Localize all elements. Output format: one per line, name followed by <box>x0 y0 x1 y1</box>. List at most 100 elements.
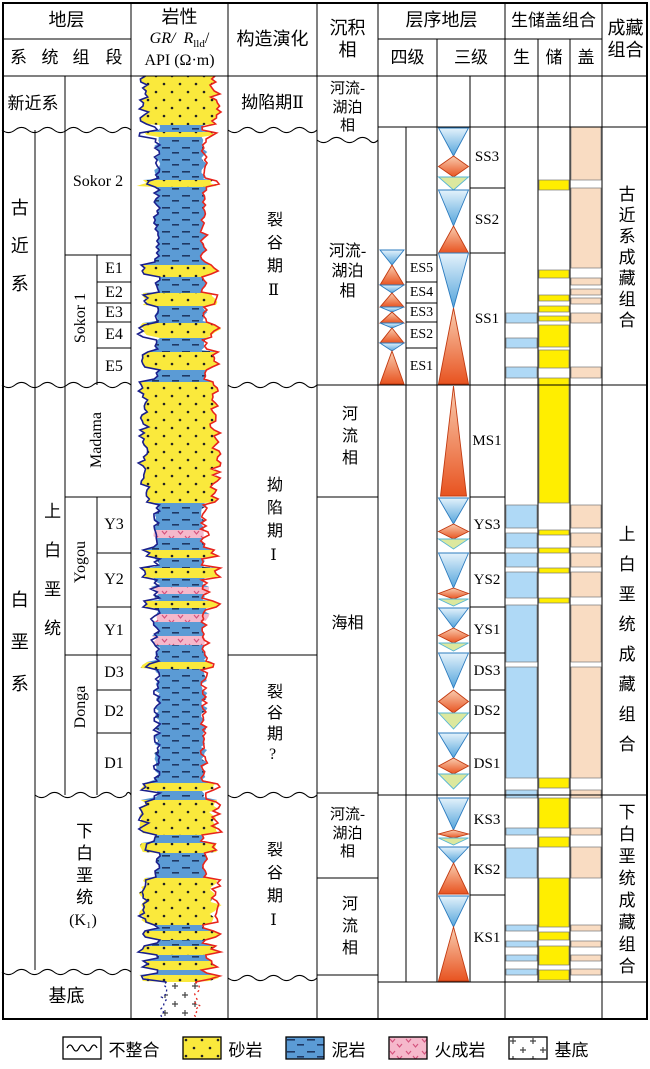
gai-band <box>570 532 602 548</box>
sequence-triangle-d <box>437 732 470 759</box>
gai-band <box>570 940 602 948</box>
gai-band <box>570 126 602 181</box>
system-neogene: 新近系 <box>7 94 59 114</box>
play-paleogene: 古近系成藏组合 <box>615 184 635 332</box>
header-sequence: 层序地层 <box>405 10 478 31</box>
sequence-triangle-u <box>437 307 470 385</box>
member-D3: D3 <box>104 663 124 681</box>
mudstone-layer <box>145 669 216 783</box>
sequence-triangle-u <box>379 327 405 344</box>
sheng-band <box>505 552 538 568</box>
lithology-title: 岩性 <box>161 7 198 28</box>
sequence-triangle-g <box>438 837 469 846</box>
series-upper-cretaceous: 上白垩统 <box>41 502 61 658</box>
sandstone-layer <box>143 550 218 558</box>
log-curve-labels: GR/ Rlld/ <box>149 30 210 51</box>
legend-label: 泥岩 <box>331 1040 366 1060</box>
mudstone-layer <box>144 853 212 878</box>
igneous-layer <box>150 587 210 594</box>
system-basement: 基底 <box>48 985 85 1006</box>
sheng-band <box>505 968 538 976</box>
sequence-triangle-g <box>438 598 469 607</box>
seq3-KS3: KS3 <box>473 811 501 828</box>
sheng-band <box>505 789 538 799</box>
mudstone-layer <box>141 835 217 843</box>
mudstone-layer <box>139 370 213 382</box>
seq3-KS1: KS1 <box>473 930 501 947</box>
sheng-band <box>505 571 538 599</box>
sequence-triangle-d <box>437 797 470 832</box>
mudstone-layer <box>147 645 212 662</box>
group-madama: Madama <box>88 412 105 468</box>
mudstone-layer <box>143 277 212 293</box>
sequence-triangle-d <box>437 846 470 864</box>
gai-band <box>570 666 602 779</box>
mudstone-layer <box>143 538 215 550</box>
sandstone-layer <box>139 76 222 125</box>
header-third-order: 三级 <box>454 47 488 67</box>
system-paleogene: 古近系 <box>8 198 29 312</box>
phase-rift-q: 裂谷期? <box>264 682 281 768</box>
series-lower-cretaceous: 下白垩统 <box>73 821 93 910</box>
sequence-triangle-d <box>378 342 406 352</box>
member-E3: E3 <box>105 303 123 321</box>
gai-band <box>570 968 602 976</box>
sandstone-layer <box>140 568 221 578</box>
mudstone-layer <box>143 125 213 132</box>
chu-band <box>538 315 570 322</box>
sheng-band <box>505 940 538 948</box>
unconformity-line <box>227 974 318 982</box>
sequence-triangle-g <box>437 538 470 550</box>
mudstone-layer <box>151 622 207 636</box>
header-tectonic: 构造演化 <box>236 28 309 49</box>
legend-label: 不整合 <box>108 1040 160 1060</box>
header-source: 生 <box>513 47 530 67</box>
legend-item-igneous: 火成岩 <box>387 1036 486 1061</box>
seq3-YS1: YS1 <box>473 621 501 638</box>
sandstone-layer <box>138 800 219 835</box>
sandstone-layer <box>141 265 219 277</box>
header-facies: 沉积相 <box>329 17 366 61</box>
member-Y2: Y2 <box>104 571 124 588</box>
legend-item-unconformity: 不整合 <box>61 1036 160 1061</box>
phase-rift-2: 裂谷期Ⅱ <box>264 210 281 306</box>
play-upper-cretaceous: 上白垩统成藏组合 <box>615 525 635 765</box>
sequence-triangle-u <box>379 349 405 385</box>
phase-sag-2: 拗陷期Ⅱ <box>241 93 304 113</box>
chu-band <box>538 969 570 981</box>
chu-band <box>538 877 570 928</box>
sheng-band <box>505 366 538 379</box>
phase-rift-1: 裂谷期Ⅰ <box>264 840 281 936</box>
sequence-triangle-d <box>437 552 470 590</box>
header-series: 统 <box>41 47 59 67</box>
sequence-triangle-r <box>437 587 470 600</box>
gai-band <box>570 846 602 879</box>
sandstone-layer <box>142 293 218 306</box>
seq3-SS2: SS2 <box>474 212 500 229</box>
member-Y1: Y1 <box>104 622 124 639</box>
seq3-MS1: MS1 <box>472 432 502 449</box>
sandstone-layer <box>143 601 221 608</box>
group-sokor1: Sokor 1 <box>72 292 89 344</box>
sequence-triangle-d <box>437 652 470 690</box>
sandstone-layer <box>138 946 221 955</box>
igneous-layer <box>153 614 210 622</box>
gai-band <box>570 366 602 379</box>
legend-swatch-igneous <box>387 1036 428 1060</box>
header-system: 系 <box>10 47 27 67</box>
phase-sag-1: 拗陷期Ⅰ <box>264 475 281 571</box>
chu-band <box>538 777 570 789</box>
member-D2: D2 <box>104 702 124 720</box>
sequence-triangle-u <box>439 385 468 497</box>
igneous-layer <box>151 636 206 645</box>
header-src-res-seal: 生储盖组合 <box>511 10 596 30</box>
legend-swatch-mud <box>284 1036 325 1060</box>
legend-label: 基底 <box>554 1040 589 1060</box>
chu-band <box>538 836 570 848</box>
mudstone-layer <box>150 578 210 587</box>
unconformity-line <box>34 791 132 799</box>
mudstone-layer <box>141 187 212 265</box>
sandstone-layer <box>139 843 217 853</box>
sequence-triangle-d <box>437 189 470 228</box>
